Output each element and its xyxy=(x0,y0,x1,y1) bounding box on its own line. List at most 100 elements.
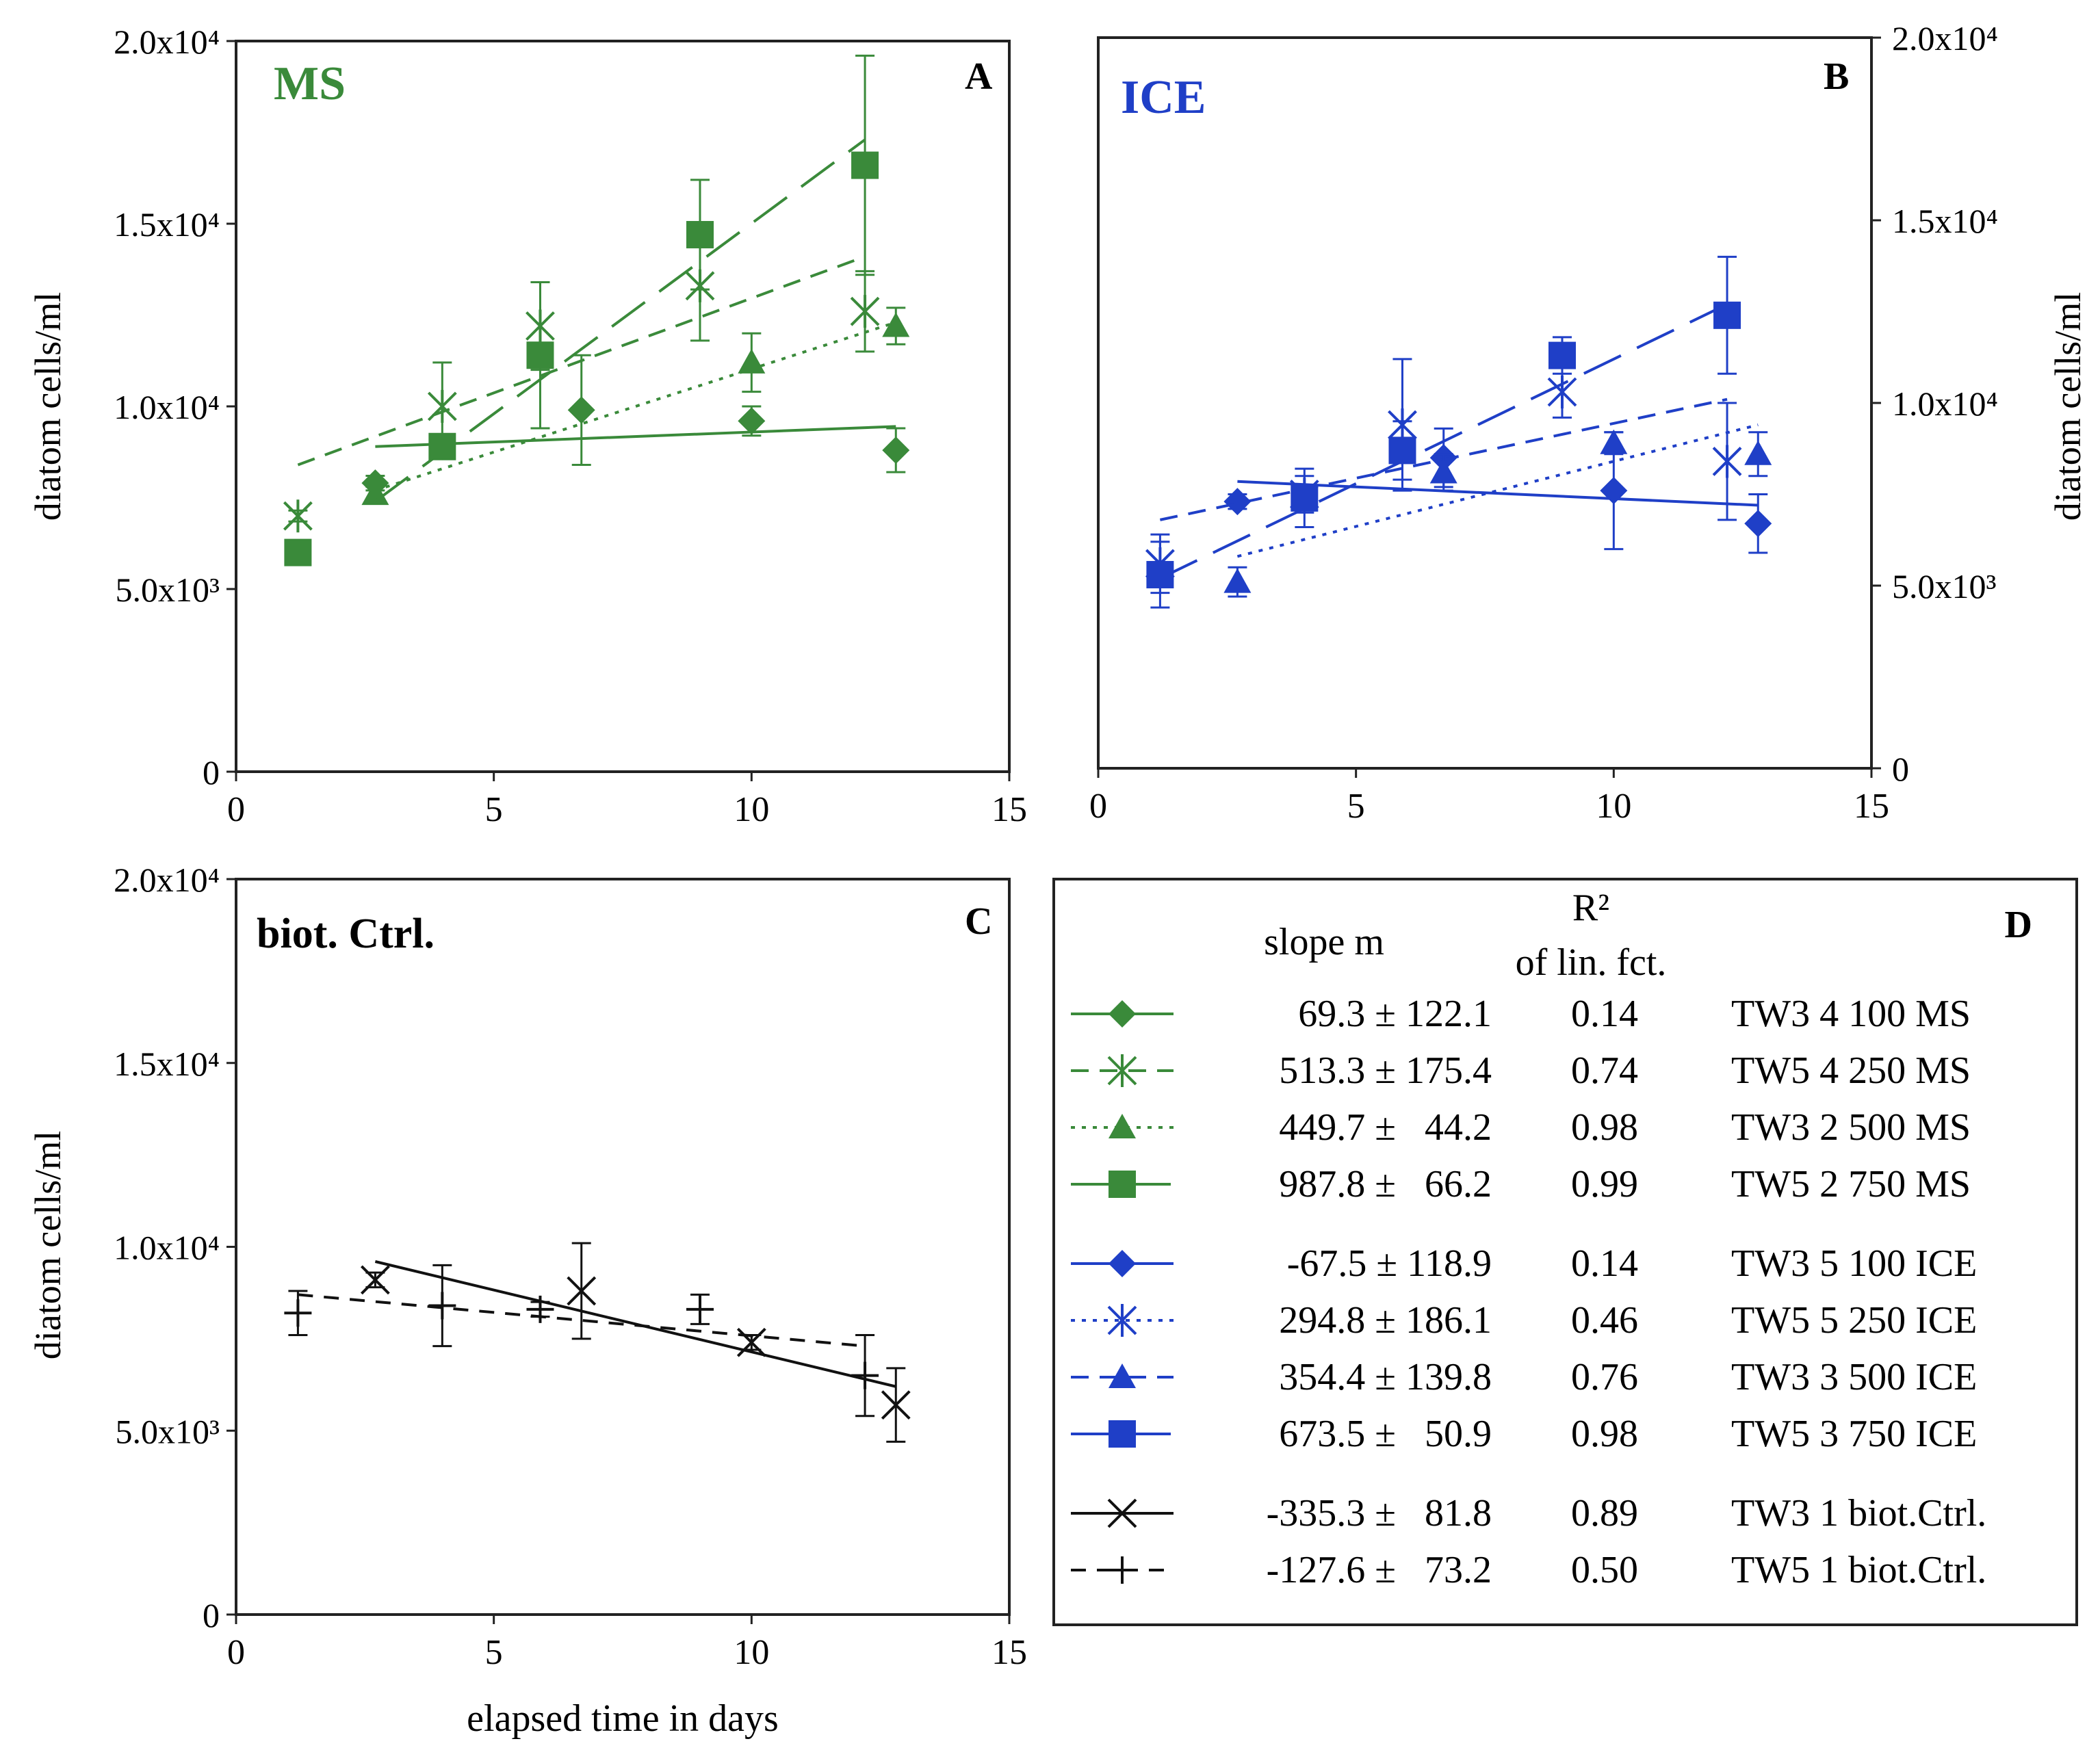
data-point xyxy=(1744,440,1772,465)
legend-r2: 0.46 xyxy=(1571,1299,1638,1342)
legend-row: -335.3 ± 81.8 0.89 TW3 1 biot.Ctrl. xyxy=(1071,1492,1986,1535)
x-tick-label: 5 xyxy=(1347,787,1365,826)
legend-r2: 0.74 xyxy=(1571,1049,1638,1092)
data-point xyxy=(428,1292,456,1320)
header-r2: R² xyxy=(1572,887,1609,929)
fit-line xyxy=(374,321,896,492)
data-point xyxy=(1547,375,1577,408)
legend-marker xyxy=(1107,1304,1137,1337)
y-tick-label: 1.5x10⁴ xyxy=(114,1045,220,1083)
header-slope: slope m xyxy=(1264,921,1384,963)
plot-frame xyxy=(1097,36,1873,770)
y-axis-label: diatom cells/ml xyxy=(2047,292,2088,521)
y-tick-label: 5.0x10³ xyxy=(116,1412,220,1450)
y-tick-label: 0 xyxy=(203,1596,220,1634)
panel-title: MS xyxy=(274,57,346,110)
data-point xyxy=(567,1276,597,1306)
legend-r2: 0.14 xyxy=(1571,993,1638,1035)
panel-c: C biot. Ctrl. diatom cells/ml elapsed ti… xyxy=(27,861,1027,1740)
series-tw5-2-750-ms xyxy=(284,54,879,566)
data-point xyxy=(1548,341,1576,369)
y-tick-label: 1.5x10⁴ xyxy=(1892,202,1998,240)
x-tick-label: 10 xyxy=(734,1633,769,1672)
y-tick-label: 5.0x10³ xyxy=(1892,567,1997,605)
legend-r2: 0.50 xyxy=(1571,1549,1638,1591)
axis-ticks: 0 5 10 15 0 5.0x10³ 1.0x10⁴ 1.5x10⁴ 2.0x10⁴ xyxy=(114,861,1027,1672)
series-layer xyxy=(284,1242,911,1443)
series-tw3-5-100-ice xyxy=(1223,427,1772,554)
legend-marker xyxy=(1107,1498,1137,1528)
data-point xyxy=(686,221,714,249)
data-point xyxy=(526,1295,554,1323)
x-tick-label: 15 xyxy=(991,790,1027,829)
legend-slope: -67.5 ± 118.9 xyxy=(1287,1242,1492,1285)
fit-line xyxy=(374,138,866,503)
y-axis-label: diatom cells/ml xyxy=(27,1131,68,1359)
data-point xyxy=(360,1265,390,1295)
legend-label: TW5 3 750 ICE xyxy=(1731,1413,1977,1455)
fit-line xyxy=(1159,303,1728,580)
x-tick-label: 5 xyxy=(485,790,503,829)
legend-marker xyxy=(1107,1054,1137,1087)
data-point xyxy=(427,390,457,423)
legend-r2: 0.99 xyxy=(1571,1163,1638,1205)
legend-row: 673.5 ± 50.9 0.98 TW5 3 750 ICE xyxy=(1071,1413,1977,1455)
legend-r2: 0.76 xyxy=(1571,1356,1638,1398)
data-point xyxy=(1146,560,1174,588)
legend-label: TW3 5 100 ICE xyxy=(1731,1242,1977,1285)
data-point xyxy=(1388,436,1416,465)
y-tick-label: 0 xyxy=(1892,750,1909,788)
data-point xyxy=(881,1390,911,1420)
legend-label: TW5 5 250 ICE xyxy=(1731,1299,1977,1342)
x-axis-label: elapsed time in days xyxy=(467,1697,779,1740)
data-point xyxy=(851,151,879,179)
legend-slope: 513.3 ± 175.4 xyxy=(1279,1049,1492,1092)
panel-title: biot. Ctrl. xyxy=(257,911,435,957)
legend-label: TW3 3 500 ICE xyxy=(1731,1356,1977,1398)
legend-label: TW3 1 biot.Ctrl. xyxy=(1731,1492,1986,1535)
legend-slope: -127.6 ± 73.2 xyxy=(1267,1549,1492,1591)
y-tick-label: 0 xyxy=(203,753,220,792)
y-axis-label: diatom cells/ml xyxy=(27,292,68,521)
fit-line xyxy=(375,425,896,448)
data-point xyxy=(361,480,389,506)
legend-row: 294.8 ± 186.1 0.46 TW5 5 250 ICE xyxy=(1071,1299,1977,1342)
legend-row: -67.5 ± 118.9 0.14 TW3 5 100 ICE xyxy=(1071,1242,1977,1285)
legend-rows: 69.3 ± 122.1 0.14 TW3 4 100 MS 513.3 ± 175.… xyxy=(1071,993,1986,1591)
data-point xyxy=(850,295,880,328)
panel-d-legend: D slope m R² of lin. fct. 69.3 ± 122.1 0.… xyxy=(1052,878,2078,1626)
series-layer xyxy=(283,54,910,566)
data-point xyxy=(1291,484,1319,512)
data-point xyxy=(1429,458,1457,484)
panel-letter: C xyxy=(965,900,992,943)
series-tw5-3-750-ice xyxy=(1146,255,1741,609)
y-tick-label: 2.0x10⁴ xyxy=(114,23,220,61)
plot-frame xyxy=(235,878,1011,1616)
y-tick-label: 1.0x10⁴ xyxy=(114,388,220,426)
legend-label: TW5 2 750 MS xyxy=(1731,1163,1971,1205)
data-point xyxy=(1223,568,1252,593)
legend-r2: 0.98 xyxy=(1571,1106,1638,1149)
plot-frame xyxy=(235,40,1011,773)
data-point xyxy=(283,499,313,533)
legend-frame xyxy=(1052,878,2078,1626)
legend-label: TW5 4 250 MS xyxy=(1731,1049,1971,1092)
data-point xyxy=(1223,488,1252,516)
data-point xyxy=(1744,510,1772,538)
panel-b: B ICE diatom cells/ml 0 5 10 1505.0x10³1.0x… xyxy=(1089,19,2088,826)
panel-a: A MS diatom cells/ml 0 5 10 15 0 5.0x10³ 1.0x1… xyxy=(27,23,1027,829)
legend-row: 987.8 ± 66.2 0.99 TW5 2 750 MS xyxy=(1071,1163,1971,1205)
header-r2-sub: of lin. fct. xyxy=(1516,941,1667,984)
y-tick-label: 2.0x10⁴ xyxy=(114,861,220,899)
data-point xyxy=(851,1361,879,1389)
data-point xyxy=(1713,301,1741,329)
data-point xyxy=(738,348,766,374)
legend-marker xyxy=(1109,1420,1136,1448)
legend-r2: 0.98 xyxy=(1571,1413,1638,1455)
data-point xyxy=(284,538,312,566)
data-point xyxy=(428,432,456,460)
data-point xyxy=(882,312,910,337)
data-point xyxy=(1600,429,1628,454)
panel-letter: B xyxy=(1824,55,1849,98)
legend-marker xyxy=(1109,1556,1136,1584)
